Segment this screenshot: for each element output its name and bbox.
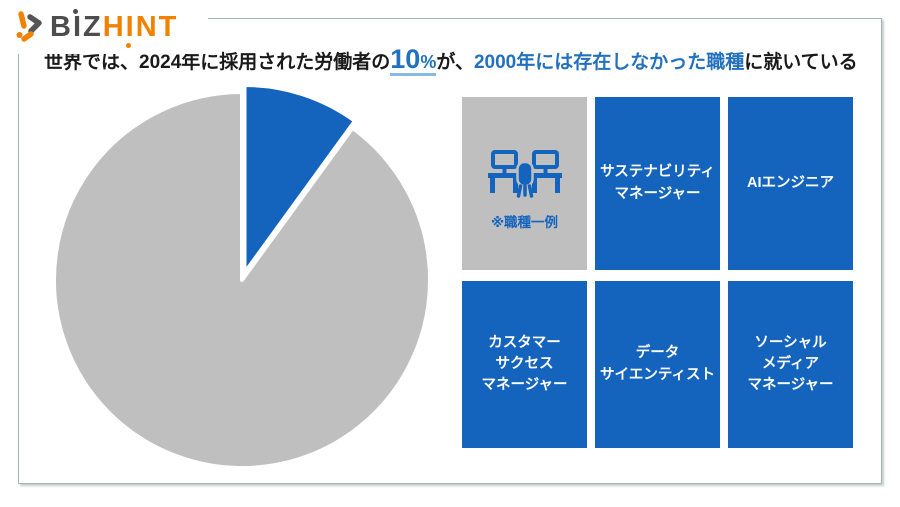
workstation-icon	[487, 150, 562, 198]
logo-i-dot-bottom	[126, 42, 131, 48]
headline-segment-black: に就いている	[744, 52, 858, 73]
logo-text-hint: HINT	[102, 10, 179, 43]
job-examples-note: ※職種一例	[462, 97, 587, 270]
bizhint-logo: BIZHINT	[0, 0, 208, 54]
pie-slice-10pct	[242, 83, 357, 275]
job-card-data-scientist: データ サイエンティスト	[595, 281, 720, 448]
job-examples-grid: ※職種一例 サステナビリティ マネージャー AIエンジニア カスタマー サクセス…	[462, 97, 853, 448]
headline-segment-black: 世界では、2024年に採用された労働者の	[44, 52, 391, 73]
content-frame-border	[18, 18, 882, 484]
headline-segment-black: が、	[436, 52, 474, 73]
headline: 世界では、2024年に採用された労働者の10%が、2000年には存在しなかった職…	[44, 46, 874, 76]
headline-segment-blue: 2000年には存在しなかった職種	[473, 52, 745, 73]
logo-wordmark: BIZHINT	[50, 8, 179, 48]
job-card-customer-success-manager: カスタマー サクセス マネージャー	[462, 281, 587, 448]
job-card-ai-engineer: AIエンジニア	[728, 97, 853, 270]
job-card-sustainability-manager: サステナビリティ マネージャー	[595, 97, 720, 270]
headline-percent-highlight: 10%	[390, 46, 437, 76]
pie-chart	[48, 83, 436, 474]
pie-slice-90pct	[52, 90, 432, 470]
logo-text-biz: BIZ	[50, 10, 103, 43]
headline-number: 10	[390, 44, 421, 74]
logo-i-dot-top	[73, 8, 78, 14]
job-examples-caption: ※職種一例	[490, 215, 559, 230]
headline-percent-sign: %	[420, 52, 437, 72]
bizhint-spark-icon	[16, 11, 42, 42]
job-card-social-media-manager: ソーシャル メディア マネージャー	[728, 281, 853, 448]
